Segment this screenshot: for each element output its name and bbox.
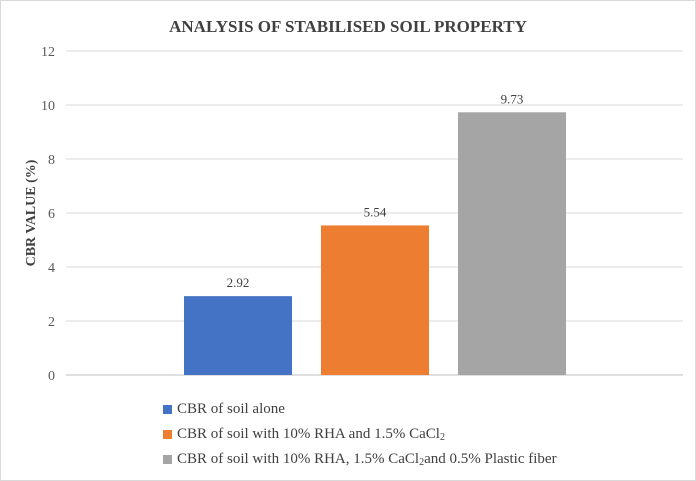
y-tick-label: 2 (48, 315, 55, 330)
legend-item: CBR of soil alone (163, 397, 557, 422)
y-tick-label: 0 (48, 369, 55, 384)
legend-item: CBR of soil with 10% RHA and 1.5% CaCl2 (163, 422, 557, 447)
y-tick-label: 10 (41, 99, 55, 114)
y-tick-label: 12 (41, 45, 55, 60)
y-tick-label: 4 (48, 261, 55, 276)
legend-label: CBR of soil alone (177, 401, 285, 417)
legend-swatch (163, 430, 172, 439)
bar (458, 112, 566, 375)
chart-title: ANALYSIS OF STABILISED SOIL PROPERTY (169, 17, 527, 36)
bar (184, 296, 292, 375)
legend-item: CBR of soil with 10% RHA, 1.5% CaCl2and … (163, 447, 557, 472)
legend-swatch (163, 455, 172, 464)
data-label: 9.73 (501, 91, 524, 106)
y-tick-label: 8 (48, 153, 55, 168)
legend-label: CBR of soil with 10% RHA and 1.5% CaCl2 (177, 426, 445, 443)
legend-label: CBR of soil with 10% RHA, 1.5% CaCl2and … (177, 451, 557, 468)
bar (321, 225, 429, 375)
y-tick-label: 6 (48, 207, 55, 222)
data-label: 2.92 (227, 275, 250, 290)
legend: CBR of soil alone CBR of soil with 10% RH… (163, 397, 557, 472)
legend-swatch (163, 405, 172, 414)
data-label: 5.54 (364, 204, 387, 219)
